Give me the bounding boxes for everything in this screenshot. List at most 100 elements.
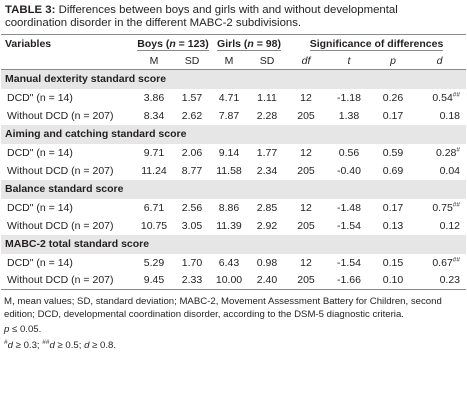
table-cell: 0.26: [382, 91, 404, 104]
section-title: Aiming and catching standard score: [1, 124, 467, 144]
table-cell: 3.86: [143, 91, 165, 104]
row-label: Without DCD (n = 207): [7, 274, 114, 287]
subheader-cell: t: [347, 54, 351, 67]
effect-size-marker: ##: [452, 201, 461, 208]
table-cell: 0.28#: [435, 146, 461, 159]
table-cell: 6.71: [143, 201, 165, 214]
table-cell: 205: [297, 219, 315, 232]
table-cell: 2.33: [181, 274, 203, 287]
table-label: TABLE 3:: [5, 4, 56, 16]
table-cell: 205: [297, 164, 315, 177]
table-cell: 0.75##: [432, 201, 461, 214]
section-title: Balance standard score: [1, 179, 467, 199]
table-title: Differences between boys and girls with …: [5, 4, 398, 29]
effect-size-marker: ##: [452, 91, 461, 98]
table-row: Without DCD (n = 207) 10.75 3.05 11.39 2.92 2…: [1, 217, 466, 235]
table-cell: -1.54: [337, 219, 361, 232]
row-label: Without DCD (n = 207): [7, 109, 114, 122]
table-cell: 2.56: [181, 201, 203, 214]
table-cell: 205: [297, 109, 315, 122]
header-row: Variables Boys (n = 123) Girls (n = 98) …: [1, 34, 467, 53]
table-cell: 3.05: [181, 219, 203, 232]
table-cell: 2.34: [256, 164, 278, 177]
table-cell: 0.10: [382, 274, 404, 287]
table-cell: 10.75: [140, 219, 168, 232]
table-cell: 7.87: [218, 109, 240, 122]
table-cell: 0.69: [382, 164, 404, 177]
subheader-row: M SD M SD df t p d: [1, 53, 466, 70]
table-cell: 8.86: [218, 201, 240, 214]
table-cell: 0.17: [382, 201, 404, 214]
section-title: MABC-2 total standard score: [1, 234, 467, 254]
table-body: Manual dexterity standard score DCD" (n =…: [1, 69, 467, 290]
table-row: DCD" (n = 14) 9.71 2.06 9.14 1.77 12 0.56 0.59 0…: [1, 144, 466, 162]
table-cell: -1.54: [337, 256, 361, 269]
table-cell: 0.23: [439, 274, 461, 287]
row-label: DCD" (n = 14): [7, 256, 73, 269]
table-cell: 2.92: [256, 219, 278, 232]
section-row: Aiming and catching standard score: [1, 124, 467, 144]
table-cell: 12: [300, 201, 312, 214]
table-cell: -1.18: [337, 91, 361, 104]
subheader-cell: df: [301, 54, 311, 67]
table-cell: 205: [297, 274, 315, 287]
table-cell: 0.67##: [432, 256, 461, 269]
table-cell: 0.12: [439, 219, 461, 232]
table-cell: 8.34: [143, 109, 165, 122]
table-row: DCD" (n = 14) 5.29 1.70 6.43 0.98 12 -1.54 0.15…: [1, 254, 466, 272]
row-label: Without DCD (n = 207): [7, 164, 114, 177]
table-caption: TABLE 3: Differences between boys and gi…: [1, 0, 466, 34]
table-cell: 0.98: [256, 256, 278, 269]
subheader-cell: SD: [259, 54, 275, 67]
effect-size-marker: #: [456, 146, 461, 153]
table-cell: 1.77: [256, 146, 278, 159]
section-row: Balance standard score: [1, 179, 467, 199]
table-row: Without DCD (n = 207) 9.45 2.33 10.00 2.40 20…: [1, 272, 467, 290]
subheader-cell: d: [436, 54, 443, 67]
header-girls: Girls (n = 98): [211, 34, 288, 53]
subheader-cell: SD: [184, 54, 200, 67]
effect-size-marker: ##: [452, 256, 461, 263]
section-row: Manual dexterity standard score: [1, 69, 467, 89]
table-cell: 11.39: [216, 219, 242, 232]
table-cell: 0.15: [382, 256, 404, 269]
table-row: DCD" (n = 14) 3.86 1.57 4.71 1.11 12 -1.18 0.26…: [1, 89, 466, 107]
table-cell: -0.40: [337, 164, 361, 177]
table-cell: 9.71: [143, 146, 165, 159]
table-cell: 6.43: [218, 256, 240, 269]
table-row: DCD" (n = 14) 6.71 2.56 8.86 2.85 12 -1.48 0.17…: [1, 199, 466, 217]
table-cell: 0.04: [439, 164, 461, 177]
table-cell: 10.00: [215, 274, 243, 287]
section-row: MABC-2 total standard score: [1, 234, 467, 254]
table-notes: M, mean values; SD, standard deviation; …: [1, 290, 466, 352]
table-cell: 0.18: [439, 109, 461, 122]
table-cell: 4.71: [218, 91, 240, 104]
p-value-note: p ≤ 0.05.: [4, 324, 42, 336]
table-cell: 2.40: [256, 274, 278, 287]
table-cell: 2.06: [181, 146, 203, 159]
table-cell: 9.45: [143, 274, 165, 287]
header-boys: Boys (n = 123): [135, 34, 211, 53]
effect-size-note: #d ≥ 0.3; ##d ≥ 0.5; d ≥ 0.8.: [4, 338, 117, 351]
table-cell: 12: [300, 146, 312, 159]
subheader-cell: M: [224, 54, 234, 67]
abbreviation-note: M, mean values; SD, standard deviation; …: [4, 296, 442, 320]
table-cell: 0.56: [338, 146, 360, 159]
table-cell: 2.28: [256, 109, 278, 122]
table-cell: 12: [300, 256, 312, 269]
table-cell: 11.58: [216, 164, 242, 177]
subheader-cell: M: [149, 54, 159, 67]
header-significance: Significance of differences: [287, 34, 467, 53]
table-cell: 0.54##: [432, 91, 461, 104]
table-cell: 12: [300, 91, 312, 104]
table-cell: 2.62: [181, 109, 203, 122]
data-table: Variables Boys (n = 123) Girls (n = 98) …: [1, 34, 467, 290]
section-title: Manual dexterity standard score: [1, 69, 467, 89]
table-cell: 1.70: [181, 256, 203, 269]
table-row: Without DCD (n = 207) 11.24 8.77 11.58 2.34 2…: [1, 162, 466, 180]
table-cell: 1.57: [181, 91, 203, 104]
table-cell: 0.59: [382, 146, 404, 159]
header-variables: Variables: [1, 34, 135, 53]
table-cell: -1.66: [337, 274, 361, 287]
